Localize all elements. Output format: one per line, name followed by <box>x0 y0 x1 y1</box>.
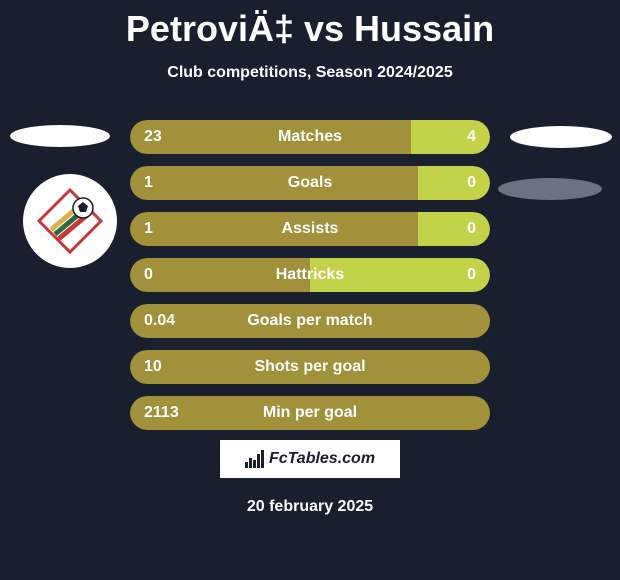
fctables-label: FcTables.com <box>269 450 375 468</box>
stats-comparison: 234Matches 10Goals 10Assists 00Hattricks 0.0… <box>130 120 490 442</box>
player-right-marker-top <box>510 126 612 148</box>
stat-bar-left <box>130 258 310 292</box>
stat-row: 0.04Goals per match <box>130 304 490 338</box>
player-right-marker-bottom <box>498 178 602 200</box>
stat-row: 00Hattricks <box>130 258 490 292</box>
fctables-watermark: FcTables.com <box>220 440 400 478</box>
stat-bar-left <box>130 120 411 154</box>
stat-bar-left <box>130 396 490 430</box>
stat-bar-right <box>310 258 490 292</box>
stat-bar-left <box>130 304 490 338</box>
stat-bar-right <box>418 212 490 246</box>
subtitle: Club competitions, Season 2024/2025 <box>0 64 620 82</box>
date-text: 20 february 2025 <box>0 498 620 516</box>
stat-bar-left <box>130 212 418 246</box>
fctables-icon <box>245 450 265 468</box>
stat-bar-left <box>130 350 490 384</box>
stat-row: 2113Min per goal <box>130 396 490 430</box>
page-title: PetroviÄ‡ vs Hussain <box>0 0 620 50</box>
stat-row: 10Goals <box>130 166 490 200</box>
stat-bar-right <box>418 166 490 200</box>
stat-bar-right <box>411 120 490 154</box>
player-left-marker <box>10 125 110 147</box>
club-badge <box>23 174 117 268</box>
stat-bar-left <box>130 166 418 200</box>
club-badge-graphic <box>35 186 105 256</box>
stat-row: 10Shots per goal <box>130 350 490 384</box>
stat-row: 234Matches <box>130 120 490 154</box>
stat-row: 10Assists <box>130 212 490 246</box>
